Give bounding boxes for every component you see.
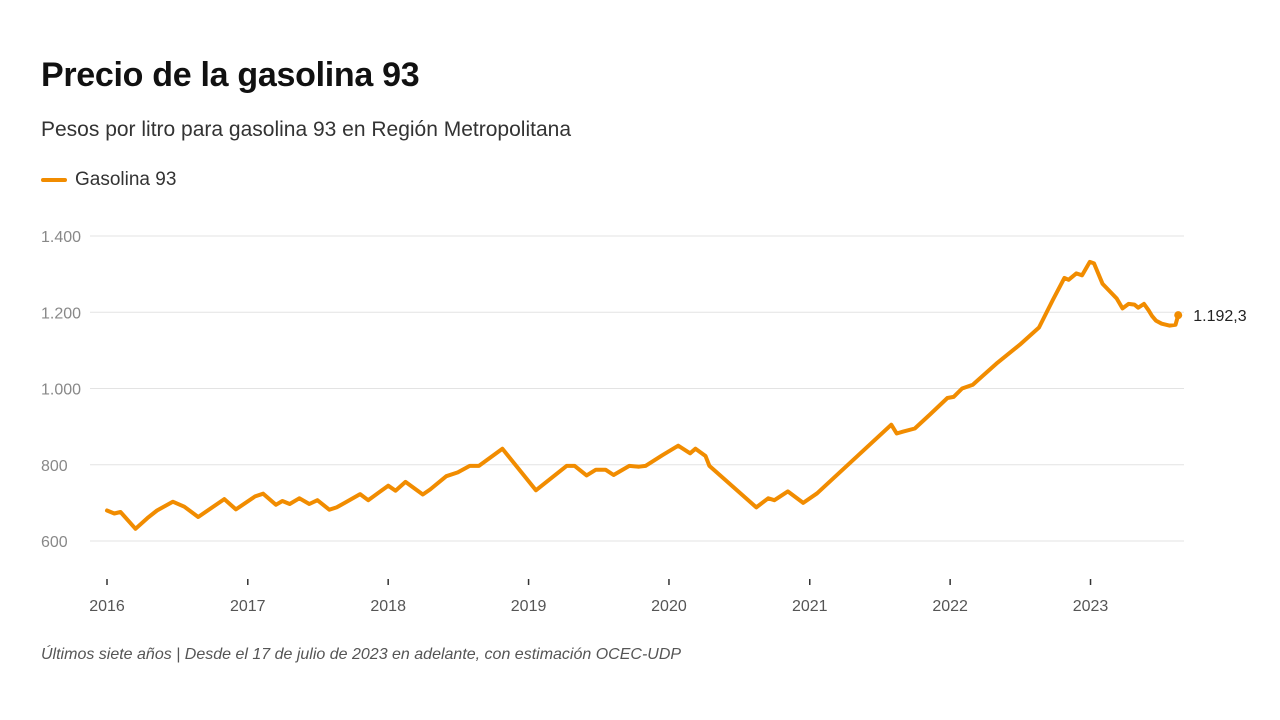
- y-tick-label: 800: [41, 458, 68, 475]
- chart-subtitle: Pesos por litro para gasolina 93 en Regi…: [41, 118, 571, 141]
- last-value-label: 1.192,3: [1193, 308, 1246, 325]
- x-tick-label: 2017: [230, 598, 266, 615]
- series-line: [105, 259, 1181, 531]
- footnote: Últimos siete años | Desde el 17 de juli…: [41, 646, 682, 663]
- x-tick-label: 2021: [792, 598, 828, 615]
- x-tick-label: 2016: [89, 598, 125, 615]
- legend: Gasolina 93: [41, 169, 176, 191]
- y-tick-label: 1.000: [41, 382, 81, 399]
- x-tick-label: 2019: [511, 598, 547, 615]
- legend-swatch: [41, 178, 67, 182]
- y-tick-label: 1.200: [41, 305, 81, 322]
- x-tick-label: 2020: [651, 598, 687, 615]
- y-tick-label: 600: [41, 534, 68, 551]
- x-tick-label: 2018: [370, 598, 406, 615]
- legend-label: Gasolina 93: [75, 169, 177, 190]
- last-point-marker: [1174, 311, 1183, 320]
- x-tick-label: 2022: [932, 598, 968, 615]
- x-tick-label: 2023: [1073, 598, 1109, 615]
- y-tick-label: 1.400: [41, 229, 81, 246]
- chart-title: Precio de la gasolina 93: [41, 56, 420, 94]
